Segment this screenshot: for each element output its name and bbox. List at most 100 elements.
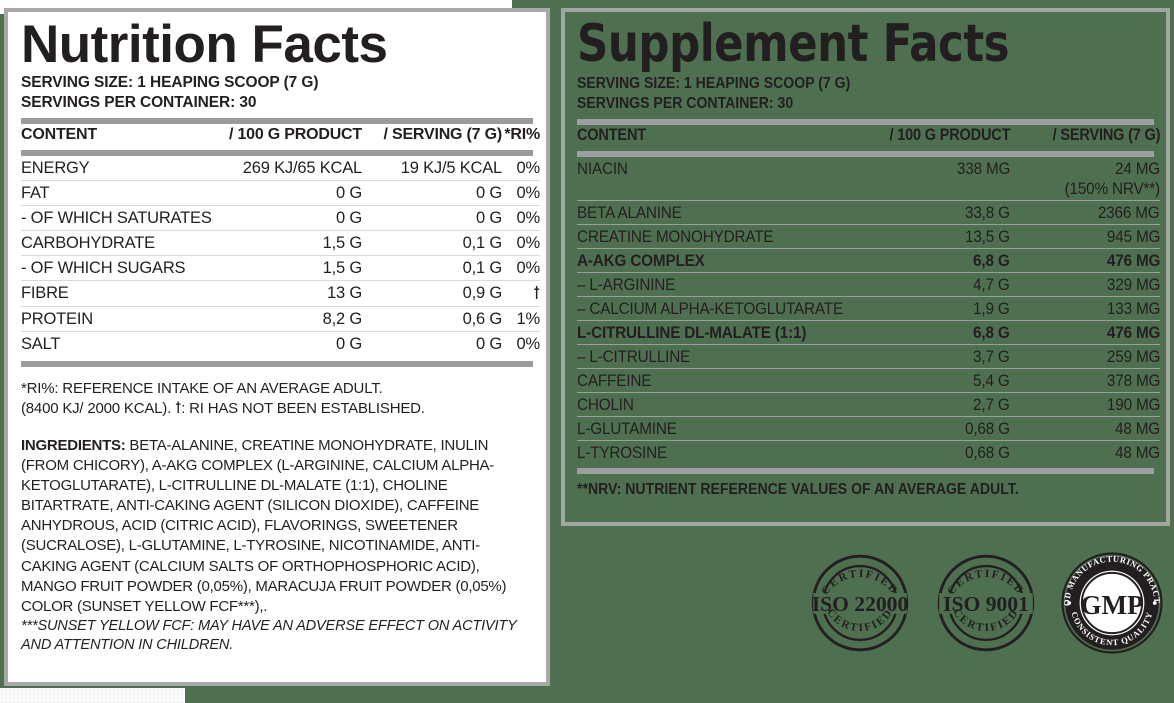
allergen-warning: ***SUNSET YELLOW FCF: MAY HAVE AN ADVERS… <box>21 618 517 654</box>
supplement-per-100g: 6,8 G <box>855 248 1010 274</box>
nutrient-per-serving: 0 G <box>476 334 502 353</box>
supplement-per-100g: 3,7 G <box>855 344 1010 370</box>
supplement-name: A-AKG COMPLEX <box>577 248 855 274</box>
table-row: ENERGY 269 KJ/65 KCAL 19 KJ/5 KCAL 0% <box>21 156 540 182</box>
supplement-per-serving: 476 MG <box>1010 248 1160 274</box>
supplement-table-rule-bottom <box>577 467 1154 474</box>
badge-center-text: GMP <box>1081 590 1144 620</box>
supplement-name: – L-ARGININE <box>577 272 855 298</box>
nutrient-per-100g: 0 G <box>336 334 362 353</box>
supplement-name: CHOLIN <box>577 392 855 418</box>
nutrient-name: FIBRE <box>21 280 199 308</box>
supplement-servings-per-container: SERVINGS PER CONTAINER: 30 <box>577 94 794 112</box>
nutrient-per-serving: 0,6 G <box>362 306 502 333</box>
nutrient-ri: 0% <box>502 255 540 282</box>
nutrition-facts-table: CONTENT / 100 G PRODUCT / SERVING (7 G) … <box>21 124 540 146</box>
nutrient-name: SALT <box>21 334 61 353</box>
nutrient-per-100g: 13 G <box>199 280 362 308</box>
table-row: CHOLIN 2,7 G 190 MG <box>577 392 1160 418</box>
supplement-name: NIACIN <box>577 158 628 178</box>
supplement-per-100g: 33,8 G <box>855 200 1010 226</box>
table-row: CARBOHYDRATE 1,5 G 0,1 G 0% <box>21 230 540 257</box>
supplement-per-100g: 6,8 G <box>855 320 1010 346</box>
supplement-per-serving: 48 MG <box>1010 416 1160 442</box>
table-row: PROTEIN 8,2 G 0,6 G 1% <box>21 306 540 333</box>
nutrient-per-serving: 0,1 G <box>362 255 502 282</box>
table-row: - OF WHICH SATURATES 0 G 0 G 0% <box>21 205 540 232</box>
supplement-name: L-GLUTAMINE <box>577 416 855 442</box>
supplement-name: CAFFEINE <box>577 368 855 394</box>
iso-9001-badge-icon: CERTIFIED CERTIFIED ISO 9001 <box>937 554 1035 652</box>
table-row: L-CITRULLINE DL-MALATE (1:1) 6,8 G 476 M… <box>577 320 1160 346</box>
supplement-header-per-100g: / 100 G PRODUCT <box>889 126 1010 145</box>
table-row: – CALCIUM ALPHA-KETOGLUTARATE 1,9 G 133 … <box>577 296 1160 322</box>
supplement-name: L-CITRULLINE DL-MALATE (1:1) <box>577 320 855 346</box>
nutrient-ri: 0% <box>502 205 540 232</box>
nutrition-header-content: CONTENT <box>21 126 97 144</box>
supplement-per-serving: 259 MG <box>1010 344 1160 370</box>
supplement-per-100g: 0,68 G <box>855 416 1010 442</box>
supplement-per-serving: 2366 MG <box>1010 200 1160 226</box>
supplement-per-serving: 476 MG <box>1010 320 1160 346</box>
nutrient-name: ENERGY <box>21 156 199 182</box>
supplement-header-rule-top <box>577 118 1154 125</box>
supplement-name: – CALCIUM ALPHA-KETOGLUTARATE <box>577 296 855 322</box>
table-row: L-TYROSINE 0,68 G 48 MG <box>577 441 1160 463</box>
supplement-header-content: CONTENT <box>577 126 646 145</box>
nutrient-per-100g: 8,2 G <box>199 306 362 333</box>
nutrition-footnote-line-2: (8400 KJ/ 2000 KCAL). ꝉ: RI HAS NOT BEEN… <box>21 399 425 417</box>
nutrition-header-rule-top <box>21 117 533 124</box>
nutrient-name: PROTEIN <box>21 306 199 333</box>
nutrition-table-header-row: CONTENT / 100 G PRODUCT / SERVING (7 G) … <box>21 124 540 146</box>
supplement-per-100g: 1,9 G <box>855 296 1010 322</box>
iso-22000-badge-icon: CERTIFIED CERTIFIED ISO 22000 <box>812 554 909 652</box>
nutrient-name: - OF WHICH SUGARS <box>21 255 199 282</box>
nutrition-facts-body: ENERGY 269 KJ/65 KCAL 19 KJ/5 KCAL 0% FA… <box>21 156 540 356</box>
nutrient-per-100g: 0 G <box>199 180 362 207</box>
nutrient-ri: 0% <box>502 180 540 207</box>
supplement-name: L-TYROSINE <box>577 442 668 462</box>
table-row: SALT 0 G 0 G 0% <box>21 332 540 357</box>
badge-center-text: ISO 22000 <box>812 592 909 616</box>
badge-center-text: ISO 9001 <box>943 592 1029 616</box>
supplement-footnote: **NRV: NUTRIENT REFERENCE VALUES OF AN A… <box>577 480 1019 498</box>
nutrition-header-rule-bottom <box>21 150 533 157</box>
gmp-badge-icon: GOOD MANUFACTURING PRACTICE CONSISTENT Q… <box>1058 549 1163 654</box>
supplement-per-serving: 24 MG <box>1114 158 1160 178</box>
supplement-per-100g: 2,7 G <box>855 392 1010 418</box>
ingredients-label: INGREDIENTS: <box>21 436 126 454</box>
nutrient-name: FAT <box>21 180 199 207</box>
supplement-facts-table: NIACIN 338 MG 24 MG (150% NRV**) BETA AL… <box>577 157 1160 463</box>
table-row: CREATINE MONOHYDRATE 13,5 G 945 MG <box>577 224 1160 250</box>
nutrition-header-per-100g: / 100 G PRODUCT <box>228 126 362 144</box>
supplement-header-rule-bottom <box>577 151 1154 158</box>
table-row: NIACIN 338 MG 24 MG <box>577 157 1160 179</box>
nutrient-ri: 1% <box>502 306 540 333</box>
nutrient-ri: ꝉ <box>502 280 540 308</box>
table-row: – L-CITRULLINE 3,7 G 259 MG <box>577 344 1160 370</box>
nutrient-per-100g: 269 KJ/65 KCAL <box>199 156 362 182</box>
nutrient-ri: 0% <box>516 334 541 353</box>
supplement-per-serving: 945 MG <box>1010 224 1160 250</box>
nutrition-serving-size: SERVING SIZE: 1 HEAPING SCOOP (7 G) <box>21 73 319 91</box>
supplement-name: CREATINE MONOHYDRATE <box>577 224 855 250</box>
nutrient-per-100g: 0 G <box>199 205 362 232</box>
table-row: L-GLUTAMINE 0,68 G 48 MG <box>577 416 1160 442</box>
certification-badges: CERTIFIED CERTIFIED ISO 22000 CERTIFIED … <box>806 548 1166 658</box>
supplement-per-100g: 338 MG <box>956 158 1011 178</box>
supplement-name: – L-CITRULLINE <box>577 344 855 370</box>
nutrient-name: CARBOHYDRATE <box>21 230 199 257</box>
supplement-per-100g: 0,68 G <box>965 442 1010 462</box>
nutrient-per-100g: 1,5 G <box>199 230 362 257</box>
table-row: FIBRE 13 G 0,9 G ꝉ <box>21 280 540 308</box>
table-row: A-AKG COMPLEX 6,8 G 476 MG <box>577 248 1160 274</box>
supplement-per-serving: 329 MG <box>1010 272 1160 298</box>
nutrition-footnote: *RI%: REFERENCE INTAKE OF AN AVERAGE ADU… <box>21 379 533 419</box>
supplement-per-serving: 48 MG <box>1114 442 1160 462</box>
nutrition-header-per-serving: / SERVING (7 G) <box>383 126 502 144</box>
nutrition-servings-per-container: SERVINGS PER CONTAINER: 30 <box>21 93 257 111</box>
supplement-per-serving: 378 MG <box>1010 368 1160 394</box>
nutrient-name: - OF WHICH SATURATES <box>21 205 212 232</box>
supplement-header-per-serving: / SERVING (7 G) <box>1052 126 1160 145</box>
nutrient-per-serving: 0 G <box>362 180 502 207</box>
